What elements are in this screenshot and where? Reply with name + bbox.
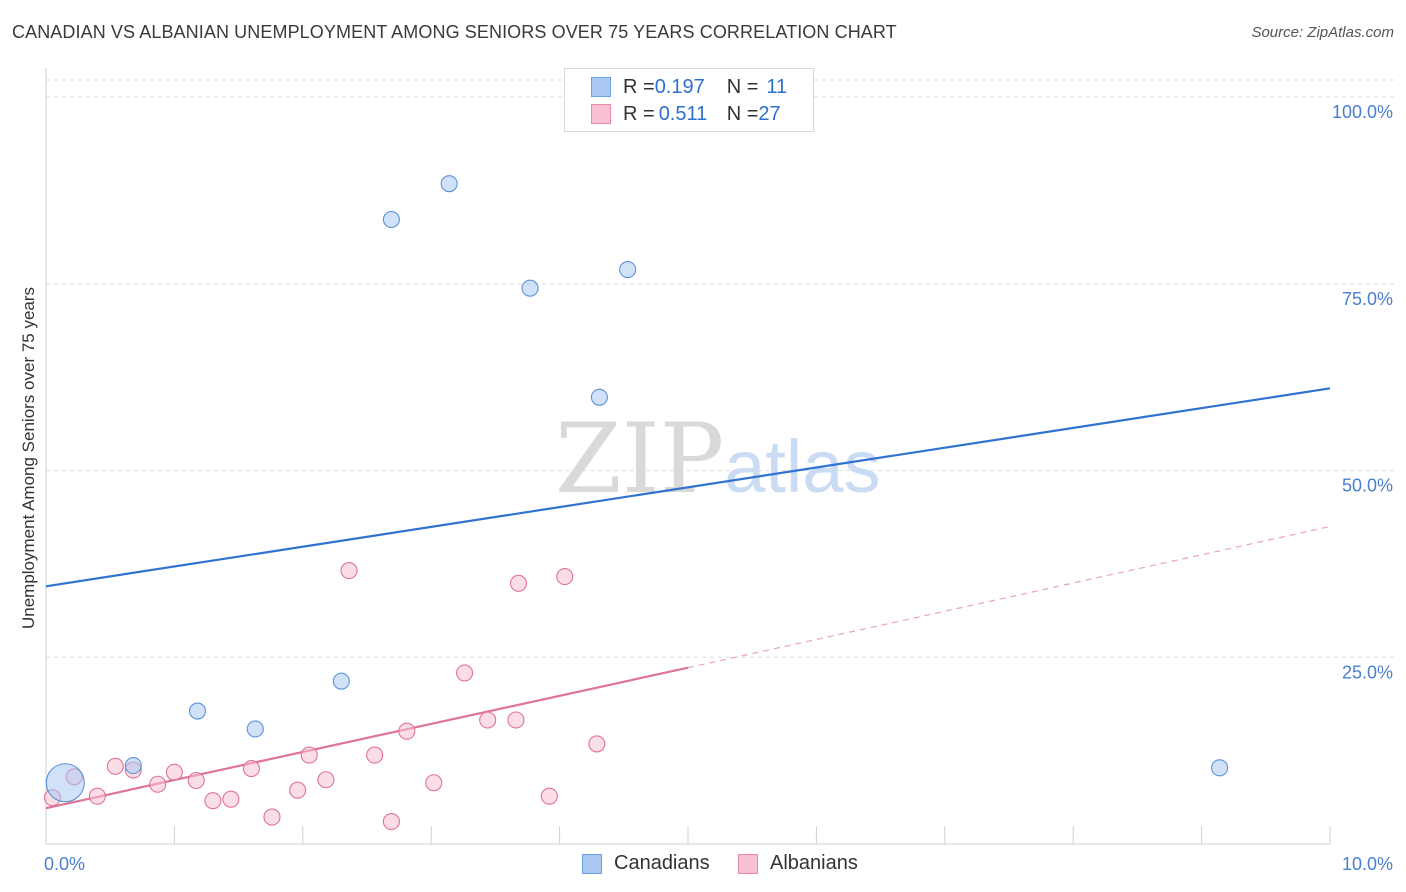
legend-item-canadians[interactable]: Canadians <box>582 852 710 875</box>
watermark-atlas: atlas <box>724 425 880 508</box>
point-albanians <box>456 664 474 682</box>
legend-item-albanians[interactable]: Albanians <box>738 852 858 875</box>
point-albanians <box>263 808 281 826</box>
watermark: ZIPatlas <box>555 403 881 515</box>
point-albanians <box>425 774 443 792</box>
point-albanians <box>382 813 400 831</box>
legend-r-label: R = <box>623 102 655 125</box>
data-points <box>43 175 1229 831</box>
point-albanians <box>88 787 106 805</box>
point-albanians <box>340 562 358 580</box>
point-canadians <box>619 261 637 279</box>
point-canadians <box>440 175 458 193</box>
point-albanians <box>149 775 167 793</box>
legend-n-value: 27 <box>758 102 781 125</box>
grid-lines <box>46 79 1394 658</box>
y-axis-label: Unemployment Among Seniors over 75 years <box>19 287 38 629</box>
y-tick-label: 100.0% <box>1332 102 1393 122</box>
point-canadians <box>188 702 207 720</box>
point-canadians <box>45 763 85 803</box>
correlation-legend: R = 0.197 N = 11 R = 0.511 N = 27 <box>564 68 814 132</box>
trend-line-canadians <box>45 387 1331 588</box>
point-albanians <box>222 790 240 808</box>
series-legend: Canadians Albanians <box>0 852 1406 876</box>
axes <box>45 68 1331 845</box>
tick-labels: 25.0% 50.0% 75.0% 100.0% 0.0% 10.0% <box>44 102 1393 874</box>
legend-row-albanians: R = 0.511 N = 27 <box>591 102 781 126</box>
point-canadians <box>1211 759 1229 777</box>
point-albanians <box>507 711 525 729</box>
legend-r-label: R = <box>623 75 655 98</box>
legend-r-value: 0.197 <box>654 75 705 98</box>
legend-swatch-albanians <box>591 104 611 124</box>
x-tick-label-min: 0.0% <box>44 854 85 874</box>
point-albanians <box>317 771 335 789</box>
watermark-zip: ZIP <box>555 403 724 515</box>
source-label: Source: ZipAtlas.com <box>1251 24 1394 41</box>
point-albanians <box>300 746 318 764</box>
y-tick-label: 75.0% <box>1342 289 1393 309</box>
point-albanians <box>204 792 222 810</box>
point-albanians <box>165 763 183 781</box>
trend-line-albanians-extension <box>687 525 1331 669</box>
point-canadians <box>332 672 350 690</box>
x-tick-label-max: 10.0% <box>1342 854 1393 874</box>
y-tick-label: 50.0% <box>1342 476 1393 496</box>
legend-n-label: N = <box>726 102 759 125</box>
point-canadians <box>246 720 264 738</box>
legend-r-value: 0.511 <box>658 102 708 125</box>
point-canadians <box>521 279 539 297</box>
legend-label-albanians: Albanians <box>770 852 858 874</box>
legend-n-value: 11 <box>766 75 788 98</box>
point-albanians <box>366 746 384 764</box>
point-albanians <box>556 568 574 586</box>
point-canadians <box>124 757 142 775</box>
canadians-swatch <box>582 853 602 874</box>
point-albanians <box>106 757 124 775</box>
point-albanians <box>540 787 558 805</box>
point-canadians <box>382 210 400 229</box>
chart-title: CANADIAN VS ALBANIAN UNEMPLOYMENT AMONG … <box>12 22 897 42</box>
point-albanians <box>588 735 606 753</box>
point-albanians <box>509 574 528 592</box>
point-albanians <box>289 781 307 799</box>
legend-n-label: N = <box>726 75 759 98</box>
legend-label-canadians: Canadians <box>614 852 710 874</box>
legend-row-canadians: R = 0.197 N = 11 <box>591 75 787 99</box>
point-albanians <box>398 722 416 740</box>
point-albanians <box>479 711 497 729</box>
legend-swatch-canadians <box>591 77 611 97</box>
y-tick-label: 25.0% <box>1342 662 1393 682</box>
point-albanians <box>187 771 205 790</box>
albanians-swatch <box>738 853 758 874</box>
point-canadians <box>590 388 608 406</box>
point-albanians <box>242 760 260 778</box>
